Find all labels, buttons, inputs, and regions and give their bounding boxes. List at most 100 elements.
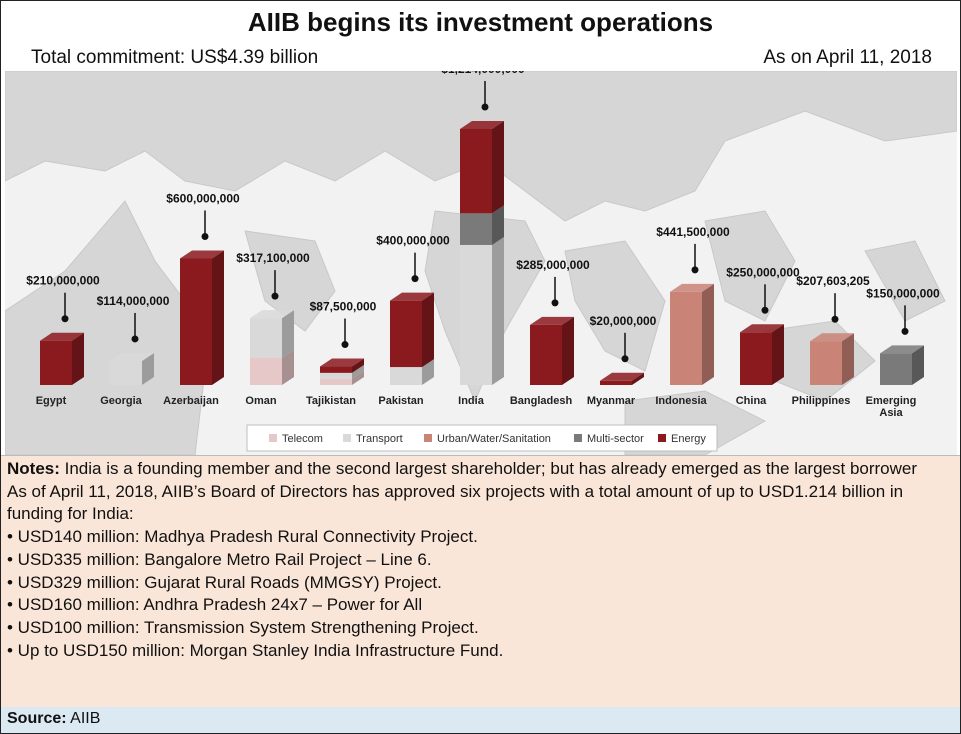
bar-segment-front (180, 258, 212, 385)
bar-segment-top (460, 121, 504, 129)
bar-segment-front (250, 318, 282, 358)
category-labels-layer: Egypt Georgia Azerbaijan Oman Tajikistan Paki… (36, 395, 917, 419)
category-label: Azerbaijan (163, 395, 219, 407)
bar-segment-front (460, 129, 492, 214)
legend-swatch (658, 434, 666, 442)
category-label: Georgia (100, 395, 142, 407)
investment-chart: $210,000,000 $114,000,000 $600,000,000 $317… (5, 71, 957, 455)
category-label: Emerging (866, 395, 917, 407)
notes-panel: Notes: India is a founding member and th… (1, 455, 960, 707)
bar-9 (670, 283, 714, 385)
bar-segment-side (842, 333, 854, 385)
bar-segment-side (492, 121, 504, 214)
category-label: Oman (245, 395, 276, 407)
legend-label: Energy (671, 433, 706, 445)
leader-dot (61, 315, 69, 323)
bar-segment-front (600, 380, 632, 385)
bar-10 (740, 324, 784, 385)
leader-dot (201, 232, 209, 240)
total-label: $600,000,000 (166, 191, 240, 205)
bar-segment-top (670, 283, 714, 292)
category-label: Pakistan (378, 395, 424, 407)
page-title: AIIB begins its investment operations (247, 7, 714, 37)
bar-segment-side (422, 292, 434, 368)
notes-label: Notes: (7, 459, 60, 478)
notes-item: • USD100 million: Transmission System St… (7, 617, 479, 637)
total-label: $1,214,000,000 (441, 71, 525, 76)
notes-item: • USD329 million: Gujarat Rural Roads (M… (7, 572, 442, 592)
leader-dot (831, 315, 839, 323)
bar-segment-side (772, 324, 784, 385)
bar-segment-front (320, 366, 352, 373)
leader-dot (761, 306, 769, 314)
bar-segment-side (352, 364, 364, 379)
bar-segment-top (740, 324, 784, 333)
bar-segment-front (880, 353, 912, 385)
bar-segment-top (110, 352, 154, 361)
bar-4 (320, 358, 364, 385)
bar-8 (600, 372, 644, 385)
bar-5 (390, 292, 434, 385)
source-value: AIIB (66, 710, 101, 727)
bar-segment-side (422, 359, 434, 385)
total-label: $250,000,000 (726, 265, 800, 279)
bar-12 (880, 345, 924, 385)
notes-item: • Up to USD150 million: Morgan Stanley I… (7, 640, 504, 660)
total-label: $285,000,000 (516, 258, 590, 272)
total-labels-layer: $210,000,000 $114,000,000 $600,000,000 $317… (26, 71, 940, 328)
leader-dot (481, 103, 489, 111)
bar-11 (810, 333, 854, 385)
bar-segment-front (390, 367, 422, 385)
category-label: Bangladesh (510, 395, 573, 407)
bar-segment-side (492, 236, 504, 385)
bars-layer (40, 121, 924, 385)
bar-3 (250, 310, 294, 385)
bar-segment-top (880, 345, 924, 354)
notes-approval: As of April 11, 2018, AIIB’s Board of Di… (7, 481, 904, 524)
source-label: Source: (7, 710, 67, 727)
bar-segment-top (530, 316, 574, 325)
bar-6 (460, 121, 504, 385)
bar-segment-front (670, 291, 702, 385)
leader-dot (691, 266, 699, 274)
bar-segment-side (282, 349, 294, 385)
leader-dot (621, 355, 629, 363)
bar-segment-front (320, 378, 352, 385)
bar-segment-top (180, 250, 224, 259)
bar-7 (530, 316, 574, 385)
bar-segment-top (600, 372, 644, 381)
bar-segment-side (702, 283, 714, 385)
bar-segment-front (250, 357, 282, 385)
category-label: Myanmar (587, 395, 636, 407)
total-commitment: Total commitment: US$4.39 billion (31, 47, 319, 68)
bar-segment-front (110, 360, 142, 385)
total-label: $87,500,000 (310, 300, 377, 314)
notes-intro-text: India is a founding member and the secon… (59, 459, 918, 478)
bar-segment-front (40, 340, 72, 385)
legend-box (246, 424, 718, 452)
category-label: China (736, 395, 767, 407)
category-label: Indonesia (655, 395, 707, 407)
leader-dot (131, 335, 139, 343)
category-label: India (458, 395, 485, 407)
total-label: $20,000,000 (590, 314, 657, 328)
bar-2 (180, 250, 224, 385)
as-on-date: As on April 11, 2018 (763, 47, 932, 68)
bar-segment-side (282, 310, 294, 358)
category-label: Tajikistan (306, 395, 356, 407)
leaders-layer (61, 81, 909, 363)
bar-1 (110, 352, 154, 385)
notes-item: • USD335 million: Bangalore Metro Rail P… (7, 549, 432, 569)
leader-dot (901, 327, 909, 335)
legend-swatch (269, 434, 277, 442)
legend-swatch (574, 434, 582, 442)
bar-segment-side (912, 345, 924, 385)
category-label: Philippines (792, 395, 851, 407)
legend-swatch (424, 434, 432, 442)
leader-dot (551, 299, 559, 307)
leader-dot (271, 292, 279, 300)
notes-item: • USD140 million: Madhya Pradesh Rural C… (7, 527, 478, 547)
bar-segment-top (810, 333, 854, 342)
total-label: $114,000,000 (97, 294, 170, 308)
